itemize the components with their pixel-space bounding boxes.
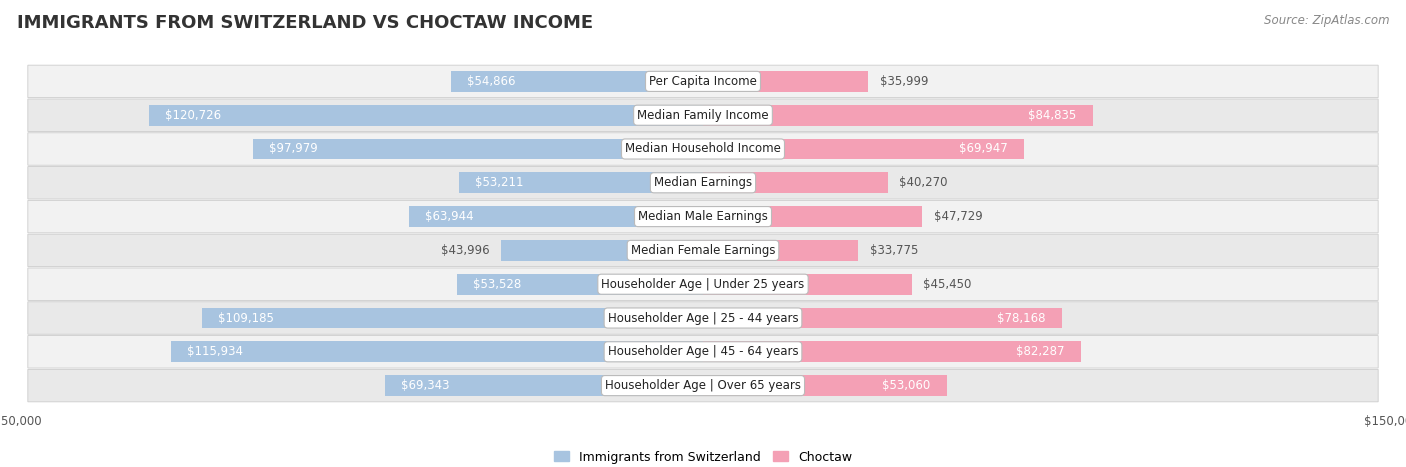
Text: Median Household Income: Median Household Income — [626, 142, 780, 156]
FancyBboxPatch shape — [28, 167, 1378, 199]
Text: $33,775: $33,775 — [869, 244, 918, 257]
Text: $120,726: $120,726 — [165, 109, 221, 122]
FancyBboxPatch shape — [28, 65, 1378, 98]
Text: $35,999: $35,999 — [880, 75, 928, 88]
Text: $63,944: $63,944 — [426, 210, 474, 223]
Bar — [501, 240, 703, 261]
Text: $97,979: $97,979 — [269, 142, 318, 156]
Text: $45,450: $45,450 — [924, 278, 972, 290]
FancyBboxPatch shape — [28, 302, 1378, 334]
Bar — [703, 139, 1024, 159]
Bar — [458, 172, 703, 193]
Text: $53,528: $53,528 — [474, 278, 522, 290]
Text: $69,343: $69,343 — [401, 379, 449, 392]
Text: $53,060: $53,060 — [883, 379, 931, 392]
Text: IMMIGRANTS FROM SWITZERLAND VS CHOCTAW INCOME: IMMIGRANTS FROM SWITZERLAND VS CHOCTAW I… — [17, 14, 593, 32]
FancyBboxPatch shape — [28, 369, 1378, 402]
Bar — [703, 308, 1062, 328]
Bar — [451, 71, 703, 92]
Legend: Immigrants from Switzerland, Choctaw: Immigrants from Switzerland, Choctaw — [548, 446, 858, 467]
Text: $43,996: $43,996 — [441, 244, 489, 257]
Bar — [201, 308, 703, 328]
Text: $115,934: $115,934 — [187, 345, 243, 358]
Text: Per Capita Income: Per Capita Income — [650, 75, 756, 88]
Bar — [409, 206, 703, 227]
FancyBboxPatch shape — [28, 336, 1378, 368]
Text: Householder Age | 45 - 64 years: Householder Age | 45 - 64 years — [607, 345, 799, 358]
Text: $78,168: $78,168 — [997, 311, 1046, 325]
Text: $40,270: $40,270 — [900, 177, 948, 189]
Bar — [703, 71, 869, 92]
Text: $109,185: $109,185 — [218, 311, 274, 325]
Text: $54,866: $54,866 — [467, 75, 516, 88]
Text: Median Earnings: Median Earnings — [654, 177, 752, 189]
Text: Median Family Income: Median Family Income — [637, 109, 769, 122]
Text: $53,211: $53,211 — [475, 177, 523, 189]
Text: Source: ZipAtlas.com: Source: ZipAtlas.com — [1264, 14, 1389, 27]
Bar — [703, 206, 922, 227]
Text: $69,947: $69,947 — [959, 142, 1008, 156]
FancyBboxPatch shape — [28, 200, 1378, 233]
Bar — [703, 240, 858, 261]
Text: Median Female Earnings: Median Female Earnings — [631, 244, 775, 257]
Bar — [703, 341, 1081, 362]
Text: Householder Age | 25 - 44 years: Householder Age | 25 - 44 years — [607, 311, 799, 325]
Text: Householder Age | Over 65 years: Householder Age | Over 65 years — [605, 379, 801, 392]
FancyBboxPatch shape — [28, 234, 1378, 267]
FancyBboxPatch shape — [28, 133, 1378, 165]
Text: $84,835: $84,835 — [1028, 109, 1077, 122]
Bar — [703, 375, 946, 396]
Bar — [149, 105, 703, 126]
Bar — [253, 139, 703, 159]
Bar — [170, 341, 703, 362]
Bar — [703, 105, 1092, 126]
Bar — [457, 274, 703, 295]
Text: $82,287: $82,287 — [1017, 345, 1064, 358]
Text: $47,729: $47,729 — [934, 210, 983, 223]
Text: Median Male Earnings: Median Male Earnings — [638, 210, 768, 223]
Bar — [703, 172, 889, 193]
Text: Householder Age | Under 25 years: Householder Age | Under 25 years — [602, 278, 804, 290]
Bar — [703, 274, 911, 295]
Bar — [384, 375, 703, 396]
FancyBboxPatch shape — [28, 99, 1378, 131]
FancyBboxPatch shape — [28, 268, 1378, 300]
